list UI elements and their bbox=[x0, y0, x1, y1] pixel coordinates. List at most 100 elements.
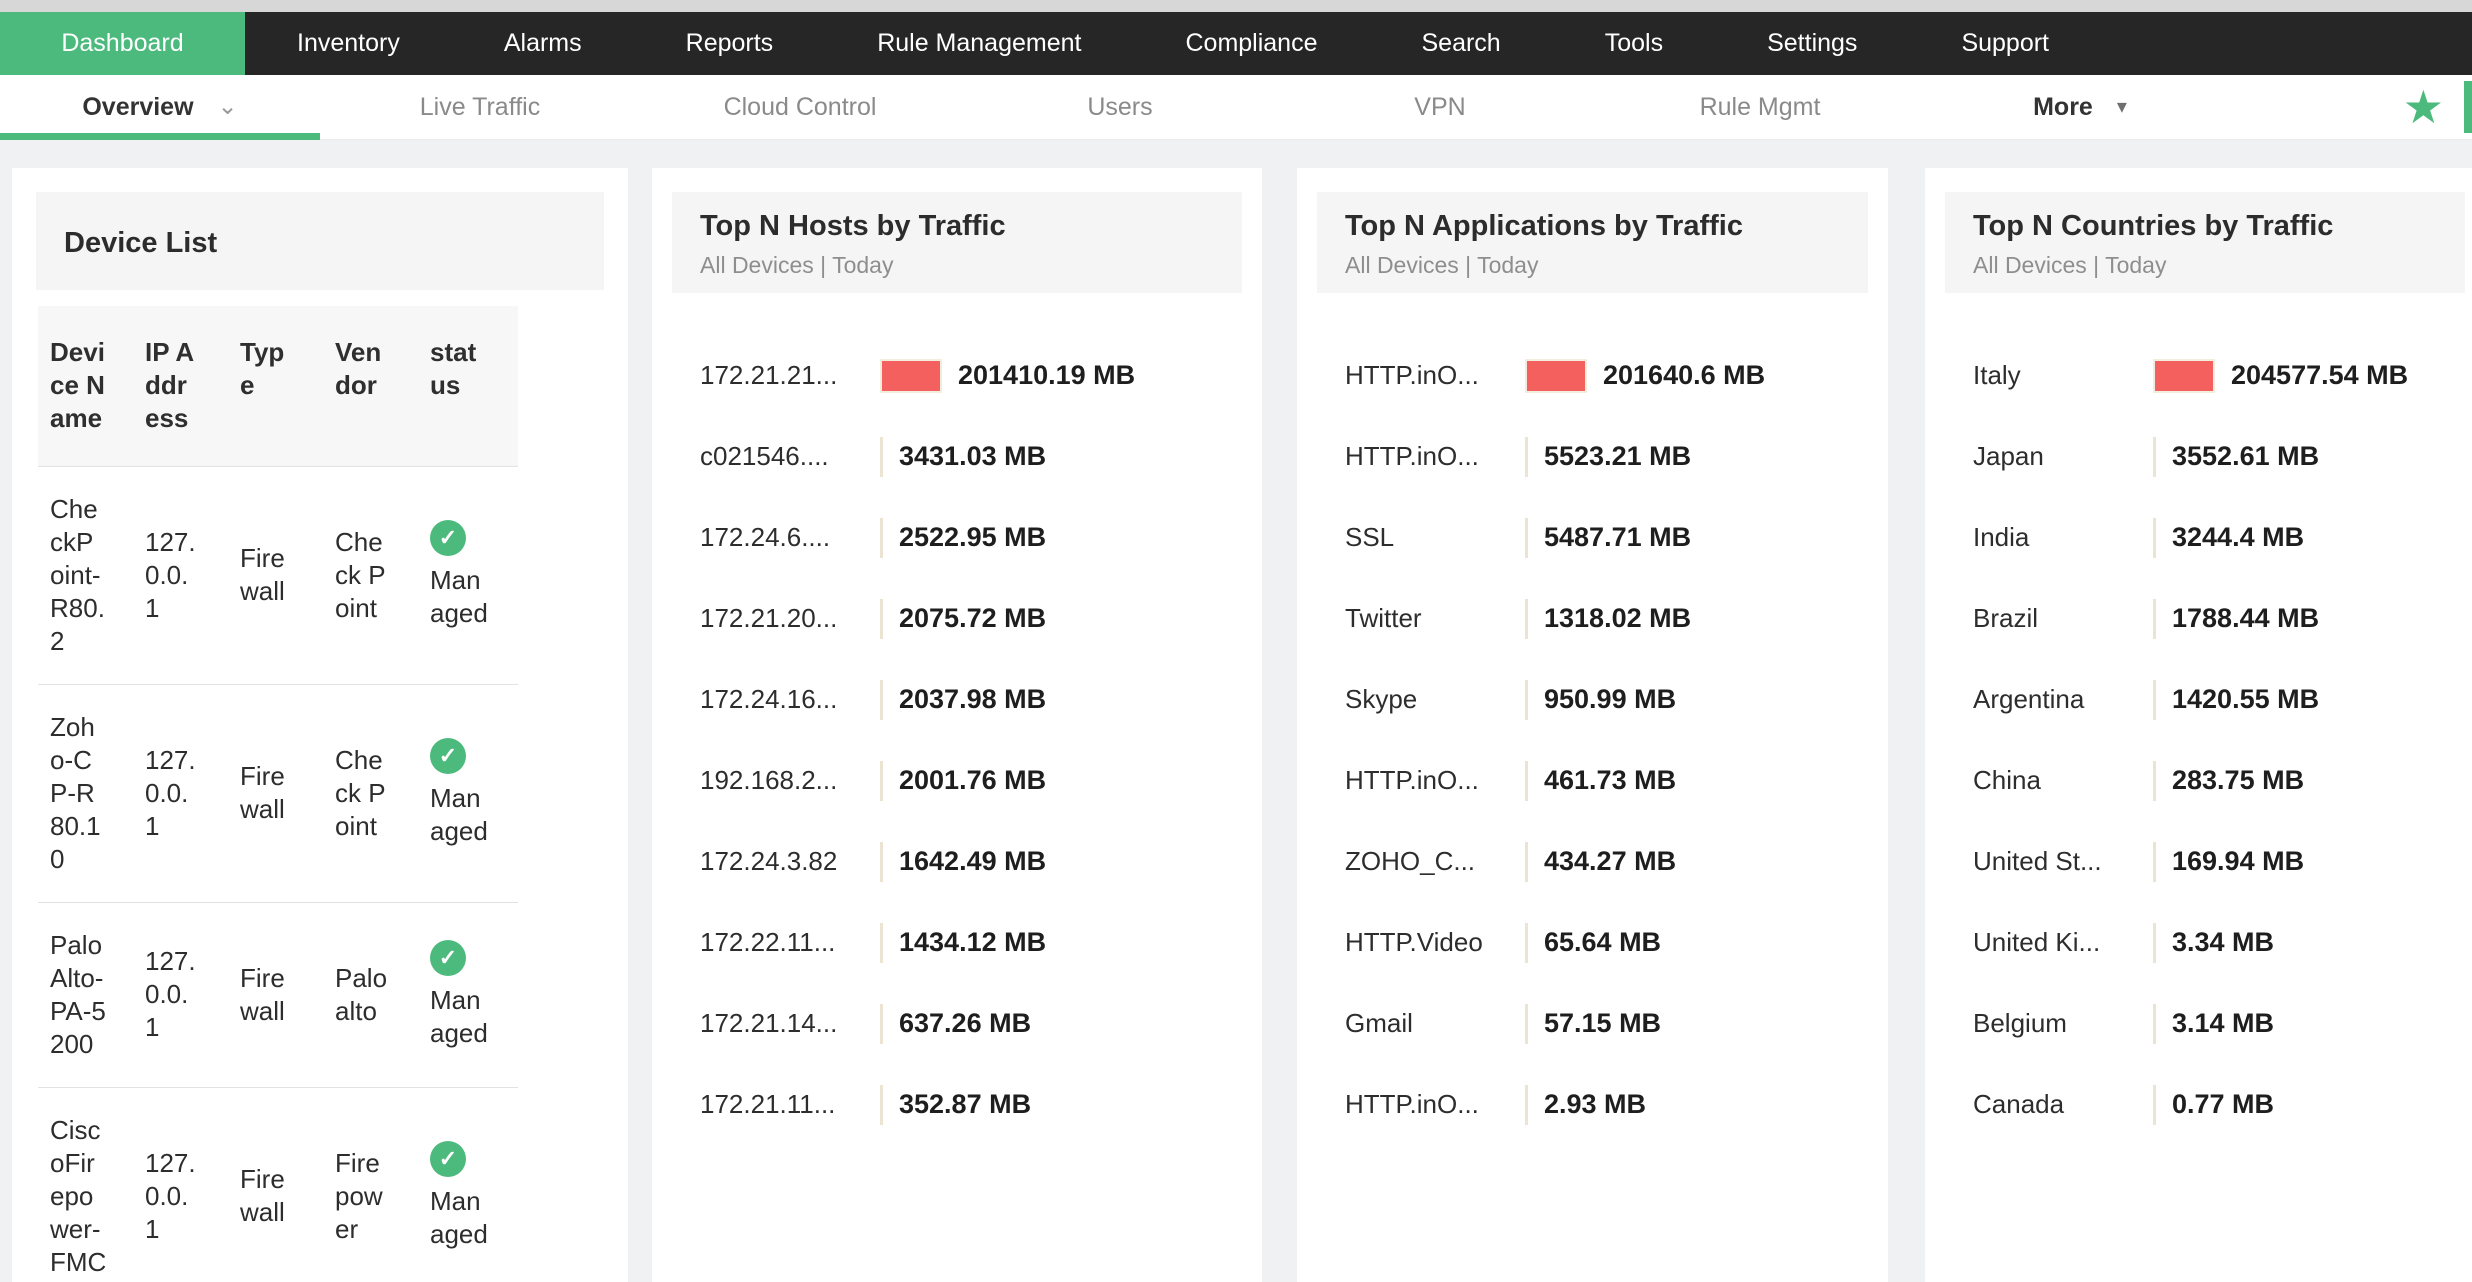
traffic-row[interactable]: China 283.75 MB bbox=[1925, 740, 2472, 821]
device-row[interactable]: CiscoFirepower-FMC 127.0.0.1 Firewall Fi… bbox=[38, 1087, 518, 1282]
topnav-item-alarms[interactable]: Alarms bbox=[452, 12, 634, 75]
device-list-header: Device List bbox=[36, 192, 604, 290]
subnav-item-overview[interactable]: Overview ⌄ bbox=[0, 75, 320, 140]
topnav-item-dashboard[interactable]: Dashboard bbox=[0, 12, 245, 75]
top-applications-subtitle: All Devices | Today bbox=[1345, 252, 1539, 278]
traffic-row-value: 352.87 MB bbox=[899, 1089, 1032, 1119]
traffic-row-value: 2075.72 MB bbox=[899, 603, 1047, 633]
traffic-row[interactable]: India 3244.4 MB bbox=[1925, 497, 2472, 578]
subnav-item-more[interactable]: More ▾ bbox=[1920, 75, 2240, 139]
traffic-row-bar bbox=[2153, 841, 2156, 882]
traffic-row[interactable]: Canada 0.77 MB bbox=[1925, 1064, 2472, 1145]
device-status-cell: ✓ Managed bbox=[418, 902, 518, 1087]
traffic-row[interactable]: 172.21.11... 352.87 MB bbox=[652, 1064, 1262, 1145]
traffic-row-bar bbox=[1525, 1084, 1528, 1125]
traffic-row[interactable]: Twitter 1318.02 MB bbox=[1297, 578, 1888, 659]
traffic-row-label: Brazil bbox=[1973, 603, 2039, 633]
traffic-row-value: 1642.49 MB bbox=[899, 846, 1047, 876]
topnav-item-reports[interactable]: Reports bbox=[634, 12, 826, 75]
traffic-row[interactable]: United St... 169.94 MB bbox=[1925, 821, 2472, 902]
traffic-row-bar bbox=[1525, 760, 1528, 801]
traffic-row-bar bbox=[1525, 517, 1528, 558]
traffic-row[interactable]: 192.168.2... 2001.76 MB bbox=[652, 740, 1262, 821]
topnav-item-compliance[interactable]: Compliance bbox=[1133, 12, 1369, 75]
traffic-row[interactable]: Brazil 1788.44 MB bbox=[1925, 578, 2472, 659]
traffic-row[interactable]: ZOHO_C... 434.27 MB bbox=[1297, 821, 1888, 902]
star-icon[interactable]: ★ bbox=[2402, 81, 2444, 133]
traffic-row[interactable]: 172.22.11... 1434.12 MB bbox=[652, 902, 1262, 983]
column-header: Vendor bbox=[323, 306, 418, 466]
traffic-row-bar bbox=[1525, 922, 1528, 963]
traffic-row[interactable]: Gmail 57.15 MB bbox=[1297, 983, 1888, 1064]
traffic-row-value: 461.73 MB bbox=[1544, 765, 1677, 795]
topnav-item-settings[interactable]: Settings bbox=[1715, 12, 1909, 75]
device-type-cell: Firewall bbox=[240, 962, 285, 1026]
traffic-row-label: c021546.... bbox=[700, 441, 829, 471]
traffic-row[interactable]: Skype 950.99 MB bbox=[1297, 659, 1888, 740]
traffic-row[interactable]: Italy 204577.54 MB bbox=[1925, 335, 2472, 416]
traffic-row[interactable]: HTTP.inO... 461.73 MB bbox=[1297, 740, 1888, 821]
device-table-head: Device Name IP Address Type Vendor status bbox=[38, 306, 518, 466]
subnav-item-vpn[interactable]: VPN bbox=[1280, 75, 1600, 139]
traffic-row-label: 172.24.6.... bbox=[700, 522, 831, 552]
traffic-row-value: 201410.19 MB bbox=[958, 360, 1136, 390]
traffic-row[interactable]: SSL 5487.71 MB bbox=[1297, 497, 1888, 578]
topnav-item-search[interactable]: Search bbox=[1370, 12, 1553, 75]
subnav-item-users[interactable]: Users bbox=[960, 75, 1280, 139]
traffic-row-value: 1434.12 MB bbox=[899, 927, 1047, 957]
subnav-item-live-traffic[interactable]: Live Traffic bbox=[320, 75, 640, 139]
subnav-item-rule-mgmt[interactable]: Rule Mgmt bbox=[1600, 75, 1920, 139]
traffic-row-value: 283.75 MB bbox=[2172, 765, 2305, 795]
traffic-row-bar bbox=[2153, 1084, 2156, 1125]
traffic-row[interactable]: 172.24.3.82 1642.49 MB bbox=[652, 821, 1262, 902]
traffic-row-bar bbox=[880, 679, 883, 720]
traffic-row-bar bbox=[1525, 358, 1587, 393]
top-hosts-panel: Top N Hosts by Traffic All Devices | Tod… bbox=[652, 168, 1262, 1282]
subnav-item-label: Rule Mgmt bbox=[1699, 92, 1821, 121]
traffic-row[interactable]: 172.24.6.... 2522.95 MB bbox=[652, 497, 1262, 578]
device-list-title: Device List bbox=[64, 226, 218, 259]
traffic-rows: Italy 204577.54 MB Japan 3552.61 MB Indi… bbox=[1925, 335, 2472, 1145]
traffic-row[interactable]: HTTP.inO... 201640.6 MB bbox=[1297, 335, 1888, 416]
device-ip-cell: 127.0.0.1 bbox=[145, 744, 196, 841]
device-ip-cell: 127.0.0.1 bbox=[145, 946, 196, 1042]
device-row[interactable]: Zoho-CP-R80.10 127.0.0.1 Firewall Check … bbox=[38, 684, 518, 902]
topnav-item-tools[interactable]: Tools bbox=[1553, 12, 1715, 75]
column-header: Type bbox=[228, 306, 323, 466]
traffic-row[interactable]: HTTP.inO... 5523.21 MB bbox=[1297, 416, 1888, 497]
traffic-row-label: 172.24.3.82 bbox=[700, 846, 838, 876]
traffic-row-bar bbox=[2153, 517, 2156, 558]
subnav-item-label: Users bbox=[1087, 92, 1153, 121]
device-row[interactable]: PaloAlto-PA-5200 127.0.0.1 Firewall Palo… bbox=[38, 902, 518, 1087]
topnav-item-inventory[interactable]: Inventory bbox=[245, 12, 452, 75]
traffic-row[interactable]: c021546.... 3431.03 MB bbox=[652, 416, 1262, 497]
topnav-item-label: Tools bbox=[1604, 29, 1664, 57]
traffic-row[interactable]: United Ki... 3.34 MB bbox=[1925, 902, 2472, 983]
device-status-cell: ✓ Managed bbox=[418, 684, 518, 902]
traffic-row[interactable]: 172.21.20... 2075.72 MB bbox=[652, 578, 1262, 659]
topnav: Dashboard Inventory Alarms Reports Rule … bbox=[0, 12, 2472, 75]
traffic-row[interactable]: HTTP.inO... 2.93 MB bbox=[1297, 1064, 1888, 1145]
traffic-row[interactable]: 172.21.21... 201410.19 MB bbox=[652, 335, 1262, 416]
column-header: IP Address bbox=[133, 306, 228, 466]
edge-tab[interactable] bbox=[2464, 81, 2472, 133]
chevron-down-icon[interactable]: ⌄ bbox=[217, 93, 238, 120]
traffic-row[interactable]: Argentina 1420.55 MB bbox=[1925, 659, 2472, 740]
device-row[interactable]: CheckPoint-R80.2 127.0.0.1 Firewall Chec… bbox=[38, 466, 518, 684]
traffic-row[interactable]: Belgium 3.14 MB bbox=[1925, 983, 2472, 1064]
traffic-row-value: 65.64 MB bbox=[1544, 927, 1662, 957]
traffic-row[interactable]: Japan 3552.61 MB bbox=[1925, 416, 2472, 497]
traffic-row-value: 637.26 MB bbox=[899, 1008, 1032, 1038]
traffic-row-value: 1318.02 MB bbox=[1544, 603, 1692, 633]
traffic-row[interactable]: HTTP.Video 65.64 MB bbox=[1297, 902, 1888, 983]
device-status-label: Managed bbox=[430, 565, 488, 628]
traffic-row-label: Twitter bbox=[1345, 603, 1422, 633]
traffic-row-label: United St... bbox=[1973, 846, 2102, 876]
traffic-row-bar bbox=[2153, 922, 2156, 963]
traffic-row[interactable]: 172.24.16... 2037.98 MB bbox=[652, 659, 1262, 740]
topnav-item-support[interactable]: Support bbox=[1909, 12, 2101, 75]
traffic-row[interactable]: 172.21.14... 637.26 MB bbox=[652, 983, 1262, 1064]
traffic-row-value: 2.93 MB bbox=[1544, 1089, 1647, 1119]
subnav-item-cloud-control[interactable]: Cloud Control bbox=[640, 75, 960, 139]
topnav-item-rule-management[interactable]: Rule Management bbox=[825, 12, 1133, 75]
